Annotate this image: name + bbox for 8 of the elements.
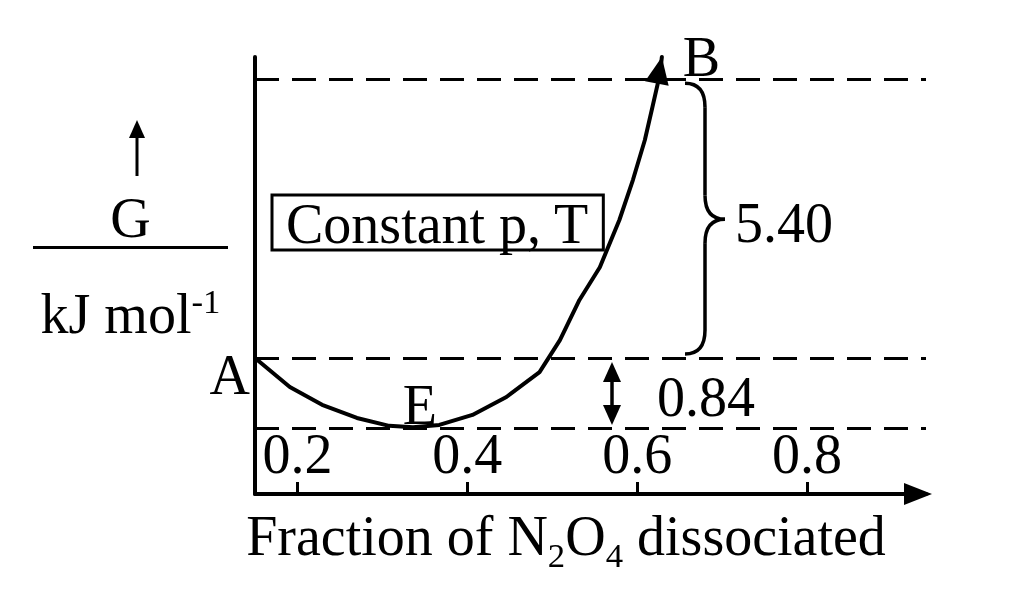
annotation: 5.40 — [735, 192, 833, 255]
x-tick-label: 0.8 — [772, 423, 843, 485]
x-tick-label: 0.2 — [262, 423, 333, 485]
y-axis-title: G kJ mol$^{-1}$ — [39, 187, 222, 345]
annotation: Constant p, T — [286, 193, 589, 255]
annotation: A — [209, 344, 251, 407]
x-axis-title: Fraction of N$_{2}$O$_{4}$ dissociated — [246, 505, 886, 576]
annotation: B — [682, 26, 721, 88]
